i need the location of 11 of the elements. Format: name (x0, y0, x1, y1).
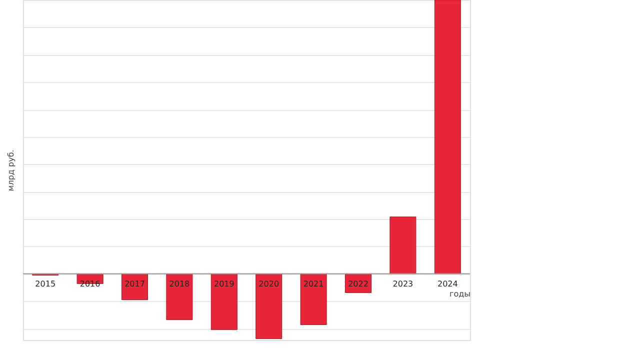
x-tick-label: 2020 (258, 279, 280, 288)
x-tick-label: 2023 (392, 279, 414, 288)
x-tick-label: 2017 (124, 279, 145, 288)
x-tick-label: 2019 (214, 279, 234, 288)
x-tick-label: 2021 (303, 279, 324, 288)
x-tick-label: 2015 (35, 279, 56, 288)
x-tick-label: 2022 (348, 279, 368, 288)
x-axis-title: годы (450, 289, 470, 298)
x-tick-label: 2024 (437, 279, 458, 288)
x-tick-label: 2018 (169, 279, 190, 288)
y-axis-title: млрд руб. (6, 150, 16, 192)
